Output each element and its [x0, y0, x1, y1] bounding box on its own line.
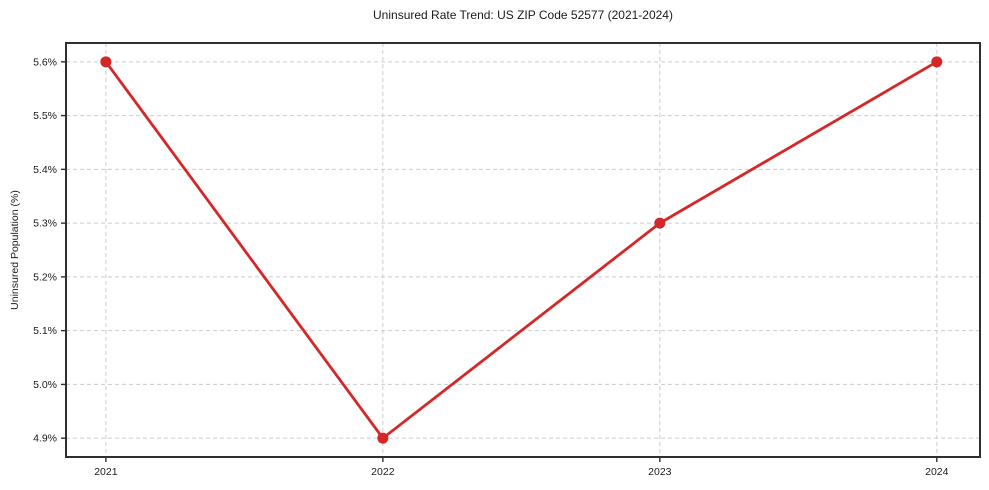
x-tick-label: 2021 — [94, 466, 118, 478]
x-tick-label: 2022 — [371, 466, 395, 478]
data-point-marker — [377, 432, 389, 444]
y-tick-label: 5.3% — [33, 218, 57, 230]
plot-frame — [65, 42, 981, 458]
data-point-marker — [654, 217, 666, 229]
y-tick-label: 5.1% — [33, 325, 57, 337]
y-tick-label: 5.5% — [33, 110, 57, 122]
y-tick-label: 5.2% — [33, 271, 57, 283]
y-tick-label: 4.9% — [33, 433, 57, 445]
x-tick-label: 2023 — [648, 466, 672, 478]
data-point-marker — [100, 56, 112, 68]
data-point-marker — [931, 56, 943, 68]
y-tick-label: 5.6% — [33, 56, 57, 68]
y-tick-label: 5.0% — [33, 379, 57, 391]
chart-title: Uninsured Rate Trend: US ZIP Code 52577 … — [373, 8, 673, 22]
y-tick-label: 5.4% — [33, 164, 57, 176]
x-tick-label: 2024 — [925, 466, 949, 478]
trend-line — [104, 60, 939, 440]
